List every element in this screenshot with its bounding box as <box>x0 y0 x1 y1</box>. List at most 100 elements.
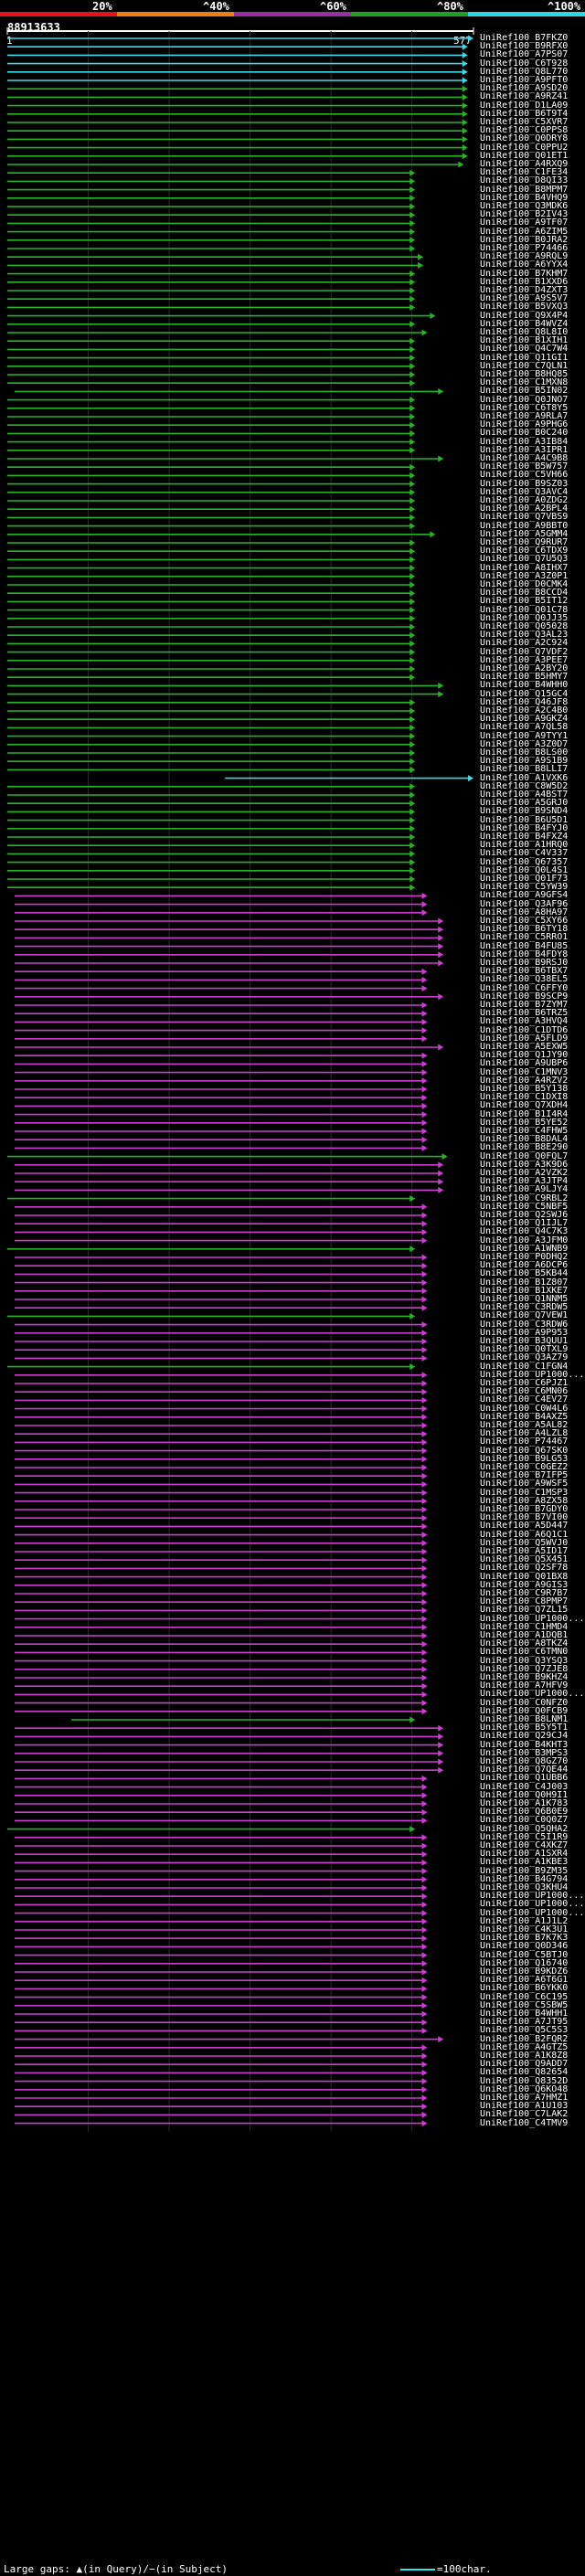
hit-label[interactable]: UniRef100_C1MNV3 <box>480 1066 569 1077</box>
hit-label[interactable]: UniRef100_A7HFV9 <box>480 1680 569 1691</box>
hit-label[interactable]: UniRef100_A9GFS4 <box>480 890 569 901</box>
hit-label[interactable]: UniRef100_A1K783 <box>480 1798 569 1808</box>
hit-label[interactable]: UniRef100_C6C195 <box>480 1991 569 2002</box>
hit-label[interactable]: UniRef100_A9P953 <box>480 1327 569 1338</box>
hit-label[interactable]: UniRef100_B9ZM35 <box>480 1865 569 1876</box>
hit-label[interactable]: UniRef100_Q6B0E9 <box>480 1807 569 1818</box>
hit-label[interactable]: UniRef100_A9PFT0 <box>480 75 569 85</box>
hit-label[interactable]: UniRef100_A5GMM4 <box>480 528 569 539</box>
hit-label[interactable]: UniRef100_A4BST7 <box>480 790 569 800</box>
hit-label[interactable]: UniRef100_Q1IJL7 <box>480 1218 569 1229</box>
hit-label[interactable]: UniRef100_C3RDW5 <box>480 1302 569 1313</box>
hit-label[interactable]: UniRef100_C7QLN1 <box>480 360 569 371</box>
hit-label[interactable]: UniRef100_A1KBE3 <box>480 1857 569 1868</box>
hit-label[interactable]: UniRef100_A9TF07 <box>480 217 569 228</box>
hit-label[interactable]: UniRef100_Q67SK0 <box>480 1445 569 1456</box>
hit-label[interactable]: UniRef100_Q5QHA2 <box>480 1823 569 1834</box>
hit-label[interactable]: UniRef100_A2C924 <box>480 638 569 649</box>
hit-label[interactable]: UniRef100_B5W757 <box>480 461 569 472</box>
hit-label[interactable]: UniRef100_A9TYY1 <box>480 730 569 741</box>
hit-label[interactable]: UniRef100_Q05028 <box>480 621 569 631</box>
hit-label[interactable]: UniRef100_A9RQL9 <box>480 251 569 262</box>
hit-label[interactable]: UniRef100_A1WNB9 <box>480 1243 569 1254</box>
hit-label[interactable]: UniRef100_B5YE52 <box>480 1117 569 1128</box>
hit-label[interactable]: UniRef100_B9SZ03 <box>480 478 569 489</box>
hit-label[interactable]: UniRef100_B7ZYM7 <box>480 1000 569 1010</box>
hit-label[interactable]: UniRef100_Q4C7K3 <box>480 1226 569 1237</box>
hit-label[interactable]: UniRef100_C9R7B7 <box>480 1588 569 1598</box>
hit-label[interactable]: UniRef100_A5FLD9 <box>480 1033 569 1044</box>
hit-label[interactable]: UniRef100_Q8L8I0 <box>480 327 569 337</box>
hit-label[interactable]: UniRef100_A3JFM0 <box>480 1235 569 1246</box>
hit-label[interactable]: UniRef100_P0DHQ2 <box>480 1252 569 1262</box>
hit-label[interactable]: UniRef100_A5EXW5 <box>480 1042 569 1052</box>
hit-label[interactable]: UniRef100_A6DCP6 <box>480 1260 569 1271</box>
hit-label[interactable]: UniRef100_C1DTD6 <box>480 1024 569 1035</box>
hit-label[interactable]: UniRef100_C6PJZ1 <box>480 1378 569 1388</box>
hit-label[interactable]: UniRef100_C0PPS8 <box>480 125 569 136</box>
hit-label[interactable]: UniRef100_Q1UBB6 <box>480 1773 569 1784</box>
hit-label[interactable]: UniRef100_B6T9T4 <box>480 108 569 119</box>
hit-label[interactable]: UniRef100_A9WSF5 <box>480 1479 569 1489</box>
hit-label[interactable]: UniRef100_Q9RUR7 <box>480 537 569 547</box>
hit-label[interactable]: UniRef100_A5ID17 <box>480 1546 569 1556</box>
hit-label[interactable]: UniRef100_B4WVZ4 <box>480 318 569 329</box>
hit-label[interactable]: UniRef100_A7QL58 <box>480 722 569 733</box>
hit-label[interactable]: UniRef100_Q6KO48 <box>480 2083 569 2094</box>
hit-label[interactable]: UniRef100_C0NFZ0 <box>480 1697 569 1708</box>
hit-label[interactable]: UniRef100_C5XVR7 <box>480 117 569 127</box>
hit-label[interactable]: UniRef100_Q67357 <box>480 856 569 867</box>
hit-label[interactable]: UniRef100_A5GRJ0 <box>480 798 569 809</box>
hit-label[interactable]: UniRef100_B2FQR2 <box>480 2033 569 2044</box>
hit-label[interactable]: UniRef100_A1K8Z8 <box>480 2051 569 2061</box>
hit-label[interactable]: UniRef100_C0PPU2 <box>480 142 569 153</box>
hit-label[interactable]: UniRef100_B3QUU1 <box>480 1336 569 1346</box>
hit-label[interactable]: UniRef100_Q0H9I1 <box>480 1789 569 1800</box>
hit-label[interactable]: UniRef100_B8DAL4 <box>480 1134 569 1145</box>
hit-label[interactable]: UniRef100_A9RZ41 <box>480 91 569 102</box>
hit-label[interactable]: UniRef100_Q3AZ79 <box>480 1352 569 1363</box>
hit-label[interactable]: UniRef100_C7LAK2 <box>480 2109 569 2120</box>
hit-label[interactable]: UniRef100_UP1000... <box>480 1689 585 1700</box>
hit-label[interactable]: UniRef100_Q7QE44 <box>480 1765 569 1776</box>
hit-label[interactable]: UniRef100_P74466 <box>480 243 569 253</box>
hit-label[interactable]: UniRef100_B8HQ85 <box>480 369 569 379</box>
hit-label[interactable]: UniRef100_B4G794 <box>480 1873 569 1884</box>
hit-label[interactable]: UniRef100_Q38EL5 <box>480 974 569 985</box>
hit-label[interactable]: UniRef100_B1XIH1 <box>480 335 569 346</box>
hit-label[interactable]: UniRef100_B6YKK0 <box>480 1983 569 1994</box>
hit-label[interactable]: UniRef100_B7FKZ0 <box>480 33 569 43</box>
hit-label[interactable]: UniRef100_Q01ET1 <box>480 150 569 161</box>
hit-label[interactable]: UniRef100_A6T6G1 <box>480 1975 569 1986</box>
hit-label[interactable]: UniRef100_B4WHH0 <box>480 680 569 691</box>
hit-label[interactable]: UniRef100_A9LJY4 <box>480 1184 569 1195</box>
hit-label[interactable]: UniRef100_C6TDX9 <box>480 546 569 557</box>
hit-label[interactable]: UniRef100_A2VZK2 <box>480 1168 569 1178</box>
hit-label[interactable]: UniRef100_Q5WVJ0 <box>480 1537 569 1548</box>
hit-label[interactable]: UniRef100_C4V337 <box>480 848 569 859</box>
hit-label[interactable]: UniRef100_A9RLA7 <box>480 411 569 421</box>
hit-label[interactable]: UniRef100_B5HMY7 <box>480 672 569 683</box>
hit-label[interactable]: UniRef100_A9GIS3 <box>480 1579 569 1590</box>
hit-label[interactable]: UniRef100_A8TKZ4 <box>480 1638 569 1649</box>
hit-label[interactable]: UniRef100_C0W4L6 <box>480 1403 569 1414</box>
hit-label[interactable]: UniRef100_B5VXQ3 <box>480 302 569 313</box>
hit-label[interactable]: UniRef100_B5Y138 <box>480 1084 569 1094</box>
hit-label[interactable]: UniRef100_B8LS00 <box>480 747 569 758</box>
hit-label[interactable]: UniRef100_Q8GZ70 <box>480 1756 569 1766</box>
hit-label[interactable]: UniRef100_C3RDW6 <box>480 1319 569 1330</box>
hit-label[interactable]: UniRef100_A2BPL4 <box>480 504 569 514</box>
hit-label[interactable]: UniRef100_D1LA09 <box>480 100 569 111</box>
hit-label[interactable]: UniRef100_B1XXD6 <box>480 276 569 287</box>
hit-label[interactable]: UniRef100_A7JT95 <box>480 2017 569 2028</box>
hit-label[interactable]: UniRef100_A9S5V7 <box>480 293 569 304</box>
hit-label[interactable]: UniRef100_B8LLI7 <box>480 764 569 775</box>
hit-label[interactable]: UniRef100_B6TBX7 <box>480 966 569 977</box>
hit-label[interactable]: UniRef100_B9SND4 <box>480 806 569 817</box>
hit-label[interactable]: UniRef100_A3HVQ4 <box>480 1016 569 1027</box>
hit-label[interactable]: UniRef100_A9BBT0 <box>480 520 569 531</box>
hit-label[interactable]: UniRef100_C5RRO1 <box>480 932 569 943</box>
hit-label[interactable]: UniRef100_A1DQB1 <box>480 1630 569 1640</box>
hit-label[interactable]: UniRef100_C1MXN8 <box>480 377 569 388</box>
hit-label[interactable]: UniRef100_A4LZL8 <box>480 1428 569 1439</box>
